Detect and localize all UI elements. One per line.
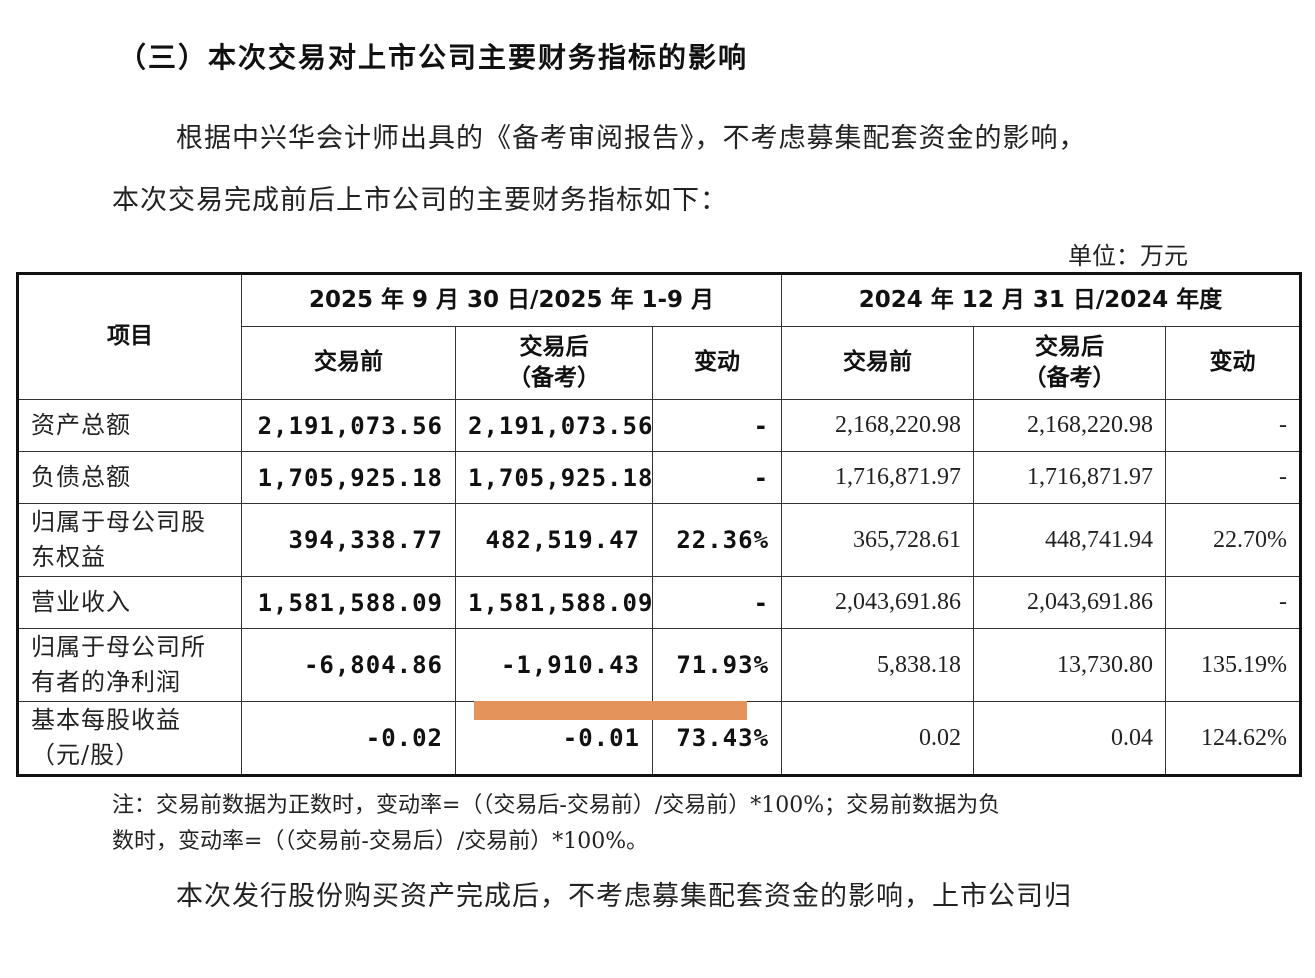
cell-value: -6,804.86 [241,628,456,702]
table-row: 归属于母公司股 东权益 394,338.77 482,519.47 22.36% … [17,503,1302,577]
header-item: 项目 [17,273,242,400]
row-label: 归属于母公司所 有者的净利润 [17,628,242,702]
header-change: 变动 [651,326,783,400]
cell-change: 22.70% [1165,503,1302,577]
cell-value: 2,191,073.56 [241,399,456,452]
header-before: 交易前 [241,326,456,400]
row-label: 归属于母公司股 东权益 [17,503,242,577]
cell-value: 1,716,871.97 [973,451,1167,504]
cell-value: 13,730.80 [973,628,1167,702]
cell-change: - [651,576,783,629]
table-row: 营业收入 1,581,588.09 1,581,588.09 - 2,043,6… [17,576,1302,629]
financial-indicators-table: 项目 2025 年 9 月 30 日/2025 年 1-9 月 2024 年 1… [16,272,1303,777]
row-label: 基本每股收益 （元/股） [17,701,242,776]
cell-value: 2,191,073.56 [455,399,653,452]
table-note: 注：交易前数据为正数时，变动率=（（交易后-交易前）/交易前）*100%；交易前… [112,793,1001,854]
cell-value: 482,519.47 [455,503,653,577]
cell-value: 2,168,220.98 [781,399,975,452]
table-row: 负债总额 1,705,925.18 1,705,925.18 - 1,716,8… [17,451,1302,504]
cell-value: 1,581,588.09 [455,576,653,629]
header-change: 变动 [1165,326,1302,400]
section-heading: （三）本次交易对上市公司主要财务指标的影响 [118,41,749,74]
cell-value: 448,741.94 [973,503,1167,577]
cell-change: - [1165,451,1302,504]
cell-change: 71.93% [651,628,783,702]
cell-value: 0.04 [973,701,1167,776]
cell-value: 2,043,691.86 [781,576,975,629]
unit-label: 单位：万元 [1068,242,1188,270]
cell-value: 365,728.61 [781,503,975,577]
header-after: 交易后 （备考） [455,326,653,400]
intro-line-1: 根据中兴华会计师出具的《备考审阅报告》，不考虑募集配套资金的影响， [176,123,1087,154]
header-after: 交易后 （备考） [973,326,1167,400]
cell-value: 394,338.77 [241,503,456,577]
closing-paragraph: 本次发行股份购买资产完成后，不考虑募集配套资金的影响，上市公司归 [176,881,1072,912]
cell-value: 2,168,220.98 [973,399,1167,452]
cell-value: 1,705,925.18 [455,451,653,504]
cell-change: - [651,451,783,504]
row-label: 营业收入 [17,576,242,629]
header-before: 交易前 [781,326,975,400]
cell-value: 1,716,871.97 [781,451,975,504]
cell-value: -1,910.43 [455,628,653,702]
cell-change: - [651,399,783,452]
row-label: 负债总额 [17,451,242,504]
intro-line-2: 本次交易完成前后上市公司的主要财务指标如下： [112,185,728,216]
cell-value: 5,838.18 [781,628,975,702]
table-row: 资产总额 2,191,073.56 2,191,073.56 - 2,168,2… [17,399,1302,452]
cell-change: - [1165,576,1302,629]
cell-value: 0.02 [781,701,975,776]
cell-value: 1,705,925.18 [241,451,456,504]
table-row: 归属于母公司所 有者的净利润 -6,804.86 -1,910.43 71.93%… [17,628,1302,702]
cell-change: 135.19% [1165,628,1302,702]
highlight-mark [474,701,747,720]
cell-change: 22.36% [651,503,783,577]
cell-change: 124.62% [1165,701,1302,776]
cell-value: 1,581,588.09 [241,576,456,629]
cell-value: 2,043,691.86 [973,576,1167,629]
cell-change: - [1165,399,1302,452]
header-period-2025: 2025 年 9 月 30 日/2025 年 1-9 月 [240,273,783,327]
row-label: 资产总额 [17,399,242,452]
cell-value: -0.02 [241,701,456,776]
header-period-2024: 2024 年 12 月 31 日/2024 年度 [781,273,1302,327]
